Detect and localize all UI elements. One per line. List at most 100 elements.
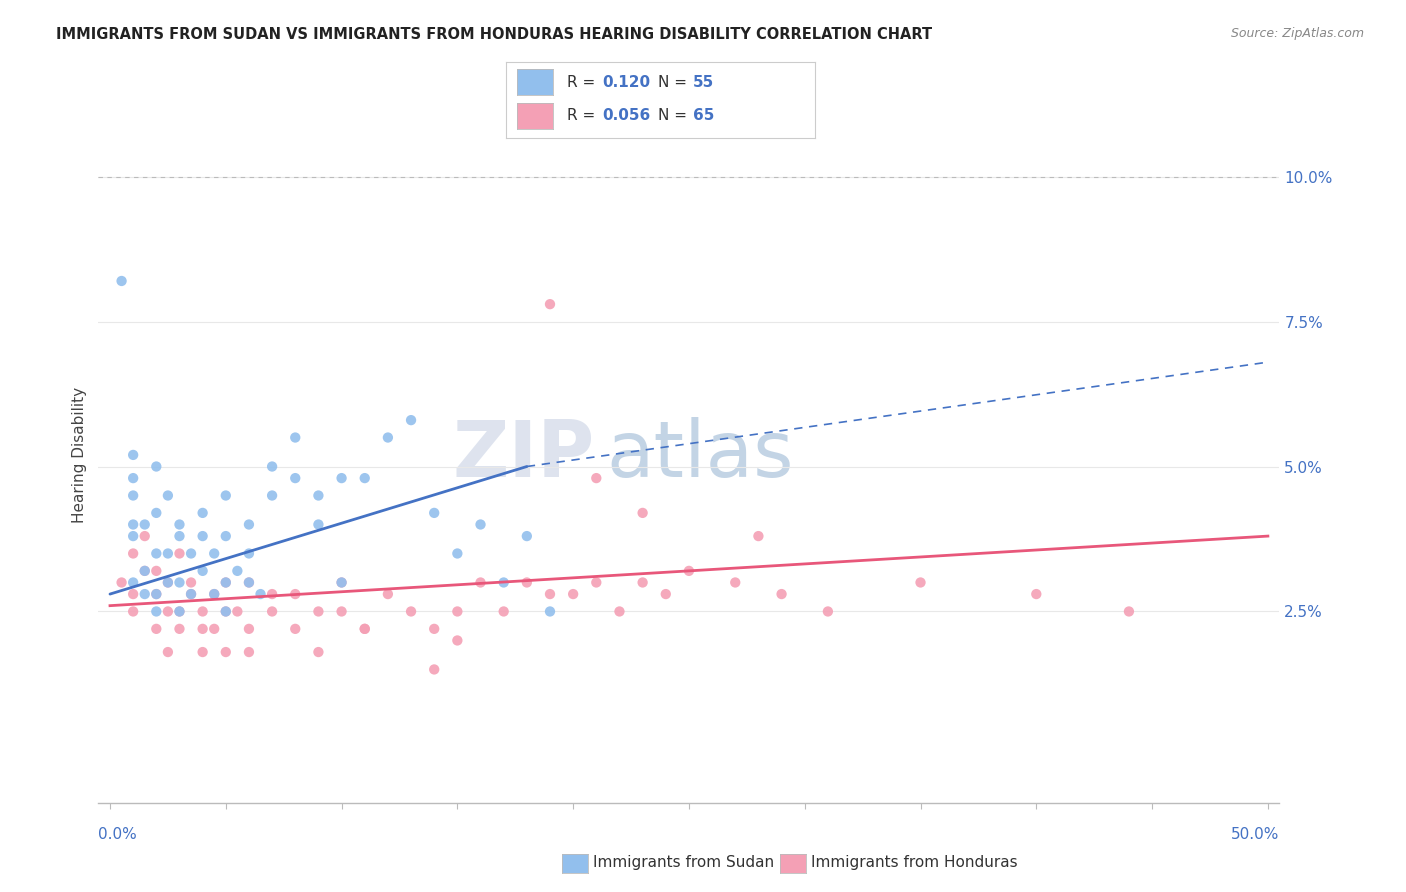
Point <box>191 605 214 619</box>
Point <box>399 413 422 427</box>
Point <box>145 605 167 619</box>
Text: IMMIGRANTS FROM SUDAN VS IMMIGRANTS FROM HONDURAS HEARING DISABILITY CORRELATION: IMMIGRANTS FROM SUDAN VS IMMIGRANTS FROM… <box>56 27 932 42</box>
Point <box>678 564 700 578</box>
Point <box>134 529 156 543</box>
Point <box>191 506 214 520</box>
Point <box>585 471 607 485</box>
Point <box>180 587 202 601</box>
Text: R =: R = <box>567 75 600 89</box>
Point <box>145 506 167 520</box>
Point <box>423 662 446 676</box>
Point <box>110 575 132 590</box>
Point <box>284 471 307 485</box>
Y-axis label: Hearing Disability: Hearing Disability <box>72 387 87 523</box>
Point <box>169 605 191 619</box>
Point <box>307 489 329 503</box>
Point <box>122 575 145 590</box>
Point <box>249 587 271 601</box>
Point <box>724 575 747 590</box>
Point <box>377 587 399 601</box>
Point <box>169 546 191 561</box>
Point <box>238 575 260 590</box>
Text: 0.056: 0.056 <box>602 109 650 123</box>
Point <box>180 587 202 601</box>
Text: N =: N = <box>658 75 692 89</box>
Point <box>492 575 515 590</box>
Text: ZIP: ZIP <box>453 417 595 493</box>
Point <box>446 546 468 561</box>
Point <box>470 517 492 532</box>
Point <box>609 605 631 619</box>
Point <box>307 605 329 619</box>
Text: Immigrants from Honduras: Immigrants from Honduras <box>811 855 1018 870</box>
Point <box>215 575 238 590</box>
Point <box>134 564 156 578</box>
Point <box>446 605 468 619</box>
Point <box>330 575 353 590</box>
Point <box>122 605 145 619</box>
Text: 50.0%: 50.0% <box>1232 827 1279 841</box>
Point <box>156 575 179 590</box>
Point <box>156 575 179 590</box>
Point <box>215 489 238 503</box>
Point <box>747 529 769 543</box>
Point <box>330 605 353 619</box>
Point <box>169 605 191 619</box>
Point <box>516 529 538 543</box>
Point <box>238 517 260 532</box>
Text: atlas: atlas <box>606 417 794 493</box>
Point <box>202 587 225 601</box>
Point <box>353 622 375 636</box>
Point <box>226 605 249 619</box>
Point <box>169 529 191 543</box>
Point <box>122 517 145 532</box>
Point <box>655 587 678 601</box>
Point <box>262 489 284 503</box>
Point <box>910 575 932 590</box>
Point <box>134 517 156 532</box>
Point <box>202 622 225 636</box>
Point <box>238 546 260 561</box>
Point <box>770 587 793 601</box>
Point <box>215 575 238 590</box>
Text: 55: 55 <box>693 75 714 89</box>
Point <box>145 622 167 636</box>
Point <box>284 622 307 636</box>
Point <box>238 575 260 590</box>
Point <box>330 471 353 485</box>
Point <box>156 605 179 619</box>
Point <box>538 297 561 311</box>
Point <box>538 605 561 619</box>
Point <box>226 564 249 578</box>
Point <box>145 587 167 601</box>
Point <box>156 645 179 659</box>
Point <box>215 645 238 659</box>
Point <box>191 645 214 659</box>
Point <box>238 645 260 659</box>
Point <box>423 506 446 520</box>
Point <box>191 529 214 543</box>
Point <box>423 622 446 636</box>
Point <box>145 564 167 578</box>
Point <box>169 622 191 636</box>
Point <box>145 546 167 561</box>
Point <box>134 587 156 601</box>
Point <box>180 546 202 561</box>
Point <box>377 431 399 445</box>
Text: 65: 65 <box>693 109 714 123</box>
Text: N =: N = <box>658 109 692 123</box>
Point <box>122 529 145 543</box>
Point <box>446 633 468 648</box>
Point <box>122 489 145 503</box>
Point <box>562 587 585 601</box>
Point <box>262 587 284 601</box>
Point <box>202 587 225 601</box>
Point <box>262 459 284 474</box>
Point <box>215 529 238 543</box>
Point <box>180 575 202 590</box>
Point <box>145 459 167 474</box>
Point <box>110 274 132 288</box>
Point <box>122 587 145 601</box>
Point <box>238 622 260 636</box>
Point <box>330 575 353 590</box>
